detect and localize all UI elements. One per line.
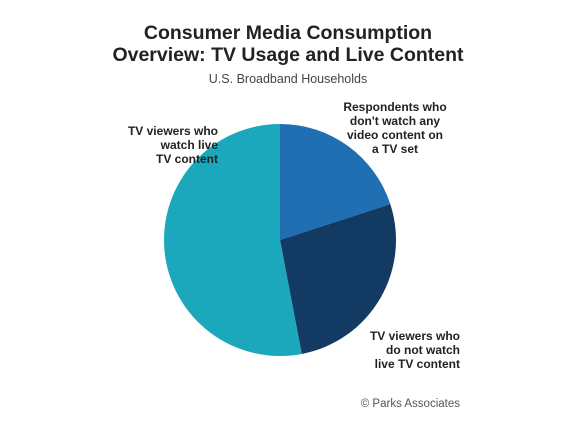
chart-title: Consumer Media Consumption Overview: TV … bbox=[0, 22, 576, 66]
slice-label-line: TV viewers who bbox=[127, 124, 218, 138]
slice-label-line: video content on bbox=[347, 128, 443, 142]
slice-label-line: Respondents who bbox=[343, 100, 447, 114]
slice-label-line: a TV set bbox=[371, 142, 419, 156]
pie-slice-no-live-tv bbox=[280, 204, 396, 354]
slice-label-line: do not watch bbox=[386, 343, 460, 357]
slice-label-no-tv-video: Respondents who don't watch any video co… bbox=[320, 100, 470, 156]
slice-label-line: TV content bbox=[156, 152, 218, 166]
chart-title-line: Overview: TV Usage and Live Content bbox=[112, 44, 464, 66]
source-credit: © Parks Associates bbox=[360, 398, 460, 410]
slice-label-line: live TV content bbox=[374, 357, 460, 371]
slice-label-line: TV viewers who bbox=[369, 329, 460, 343]
slice-label-live-tv: TV viewers who watch live TV content bbox=[98, 124, 218, 166]
chart-subtitle: U.S. Broadband Households bbox=[208, 72, 368, 86]
pie-slice-no-tv-video bbox=[280, 124, 391, 240]
slice-label-line: don't watch any bbox=[349, 114, 441, 128]
slice-label-no-live-tv: TV viewers who do not watch live TV cont… bbox=[330, 329, 460, 371]
slice-label-line: watch live bbox=[160, 138, 218, 152]
chart-title-line: Consumer Media Consumption bbox=[143, 22, 433, 44]
pie-slice-live-tv bbox=[163, 124, 302, 357]
